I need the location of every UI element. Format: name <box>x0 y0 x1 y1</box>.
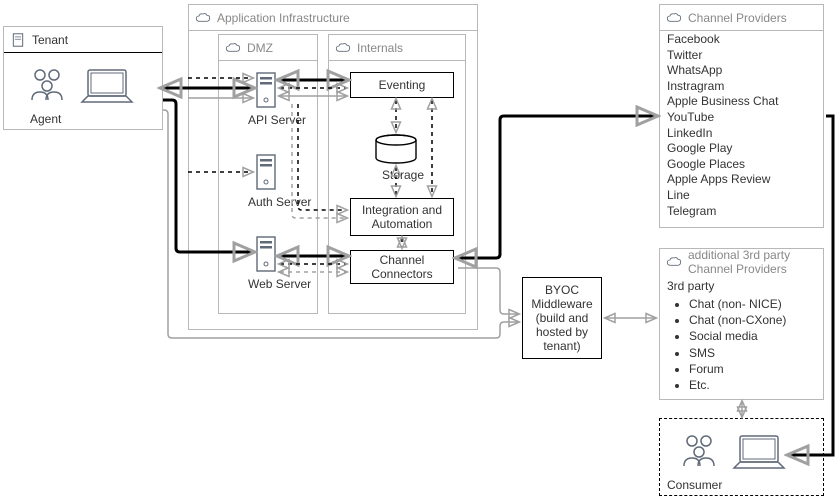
tenant-laptop-icon <box>80 68 134 106</box>
provider-item: Facebook <box>667 32 820 48</box>
group-title-internals: Internals <box>357 41 403 55</box>
server-icon-auth <box>256 154 276 190</box>
third-party-item: Chat (non-CXone) <box>689 312 816 328</box>
provider-item: LinkedIn <box>667 126 820 142</box>
consumer-laptop-icon <box>732 434 786 472</box>
storage-icon <box>374 134 418 164</box>
node-byoc: BYOC Middleware (build and hosted by ten… <box>522 277 602 359</box>
server-icon-api <box>256 72 276 108</box>
cloud-icon <box>666 254 682 270</box>
providers-list: FacebookTwitterWhatsAppInstragramApple B… <box>667 32 820 219</box>
tenant-people-icon <box>28 68 66 102</box>
third-party-list: Chat (non- NICE)Chat (non-CXone)Social m… <box>667 296 816 393</box>
third-party-item: Social media <box>689 328 816 344</box>
group-title-dmz: DMZ <box>247 41 273 55</box>
cloud-icon <box>225 40 241 56</box>
group-header-tenant: Tenant <box>4 27 162 53</box>
cloud-icon <box>666 10 682 26</box>
label-storage: Storage <box>382 168 424 182</box>
provider-item: Google Play <box>667 141 820 157</box>
server-icon-web <box>256 236 276 272</box>
provider-item: Telegram <box>667 204 820 220</box>
label-web_server: Web Server <box>248 277 311 291</box>
label-consumer: Consumer <box>667 478 722 492</box>
group-header-internals: Internals <box>329 35 465 61</box>
provider-item: Google Places <box>667 157 820 173</box>
group-title-tenant: Tenant <box>32 33 68 47</box>
group-header-providers: Channel Providers <box>660 5 823 31</box>
provider-item: YouTube <box>667 110 820 126</box>
connector-chan-out-black <box>458 116 655 258</box>
cloud-icon <box>335 40 351 56</box>
label-agent: Agent <box>30 112 61 126</box>
node-integ: Integration and Automation <box>350 198 454 236</box>
provider-item: Instragram <box>667 79 820 95</box>
cloud-icon <box>195 10 211 26</box>
provider-item: Apple Apps Review <box>667 172 820 188</box>
third-party-item: Etc. <box>689 377 816 393</box>
group-header-third: additional 3rd party Channel Providers <box>660 249 823 275</box>
group-title-appinfra: Application Infrastructure <box>217 11 350 25</box>
group-title-providers: Channel Providers <box>688 11 787 25</box>
label-api_server: API Server <box>248 113 306 127</box>
node-chanconn: Channel Connectors <box>350 250 454 284</box>
provider-item: Line <box>667 188 820 204</box>
group-header-appinfra: Application Infrastructure <box>189 5 477 31</box>
group-title-third: additional 3rd party Channel Providers <box>688 248 817 276</box>
consumer-people-icon <box>680 434 718 468</box>
node-eventing: Eventing <box>350 72 454 98</box>
server-mini-icon <box>10 32 26 48</box>
provider-item: WhatsApp <box>667 63 820 79</box>
third-party-item: SMS <box>689 345 816 361</box>
provider-item: Apple Business Chat <box>667 94 820 110</box>
third-party-item: Forum <box>689 361 816 377</box>
diagram-canvas: Tenant Application Infrastructure DMZ Inter… <box>0 0 838 501</box>
group-header-dmz: DMZ <box>219 35 317 61</box>
label-third_hdr: 3rd party <box>667 279 714 293</box>
third-party-item: Chat (non- NICE) <box>689 296 816 312</box>
provider-item: Twitter <box>667 48 820 64</box>
label-auth_server: Auth Server <box>248 195 311 209</box>
